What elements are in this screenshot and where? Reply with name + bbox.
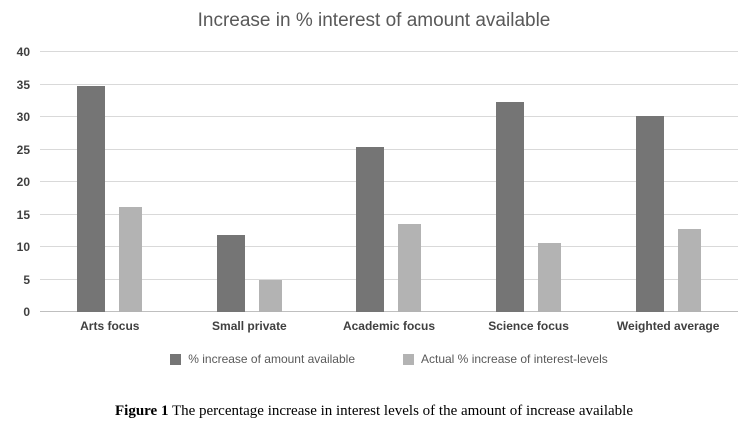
bar <box>119 206 143 312</box>
figure-caption-label: Figure 1 <box>115 403 169 419</box>
figure-caption: Figure 1 The percentage increase in inte… <box>0 403 748 420</box>
gridline <box>40 311 738 312</box>
y-axis: 0 5 10 15 20 25 30 35 40 <box>0 45 34 319</box>
legend: % increase of amount available Actual % i… <box>40 352 738 366</box>
y-tick-label: 30 <box>16 110 30 124</box>
legend-label: Actual % increase of interest-levels <box>421 352 608 366</box>
legend-item: Actual % increase of interest-levels <box>403 352 608 366</box>
gridline <box>40 246 738 247</box>
gridline <box>40 278 738 280</box>
gridline <box>40 116 738 117</box>
bar <box>216 235 245 312</box>
bar <box>356 146 385 312</box>
plot-area <box>40 51 738 312</box>
x-category-label: Science focus <box>488 319 569 333</box>
legend-item: % increase of amount available <box>170 352 355 366</box>
y-tick-label: 15 <box>16 207 30 222</box>
y-tick-label: 40 <box>16 45 30 59</box>
gridline <box>40 83 738 85</box>
y-tick-label: 5 <box>23 272 30 287</box>
gridline <box>40 181 738 182</box>
bar <box>258 279 282 312</box>
legend-label: % increase of amount available <box>188 352 355 366</box>
x-category-label: Small private <box>212 319 287 333</box>
bar <box>677 229 701 312</box>
gridline <box>40 213 738 215</box>
y-tick-label: 25 <box>16 142 30 157</box>
bar-group <box>459 52 599 312</box>
bar-group <box>319 52 459 312</box>
y-tick-label: 0 <box>23 305 30 319</box>
bar <box>496 102 525 312</box>
y-tick-label: 10 <box>16 240 30 254</box>
bar <box>635 115 664 312</box>
y-tick-label: 20 <box>16 175 30 189</box>
x-axis-labels: Arts focus Small private Academic focus Sci… <box>40 319 738 333</box>
x-category-label: Arts focus <box>80 319 140 333</box>
bar <box>77 85 106 312</box>
bar <box>398 224 422 312</box>
bar-group <box>180 52 320 312</box>
bar-group <box>40 52 180 312</box>
legend-swatch-icon <box>170 353 182 365</box>
bar-groups <box>40 52 738 312</box>
legend-swatch-icon <box>403 353 414 365</box>
y-tick-label: 35 <box>16 77 30 92</box>
gridline <box>40 51 738 52</box>
gridline <box>40 148 738 150</box>
x-category-label: Weighted average <box>616 319 720 333</box>
bar-group <box>598 52 738 312</box>
chart-title: Increase in % interest of amount availab… <box>197 10 551 31</box>
figure-caption-text: The percentage increase in interest leve… <box>168 403 633 419</box>
bar <box>538 243 562 312</box>
x-category-label: Academic focus <box>342 319 435 333</box>
